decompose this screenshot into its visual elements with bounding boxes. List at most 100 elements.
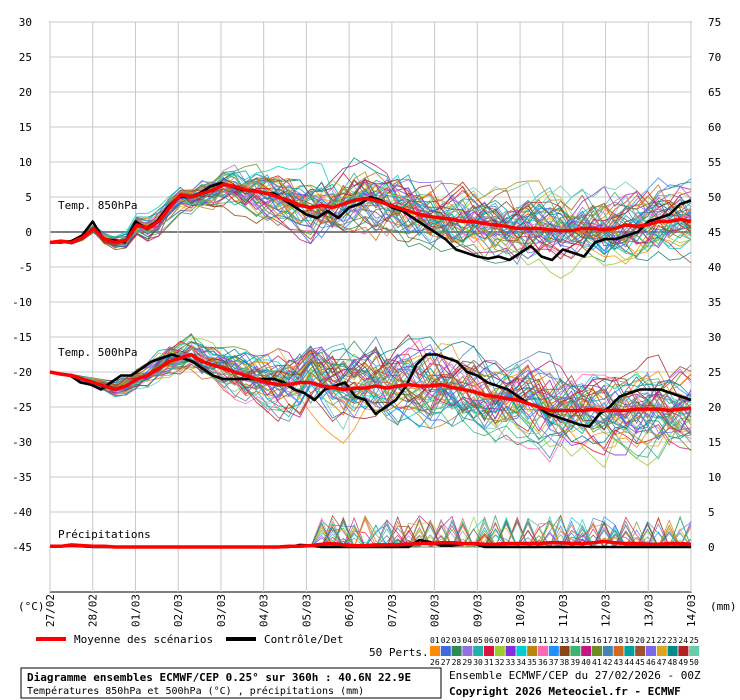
y-tick-left: 0 xyxy=(25,226,32,239)
y-tick-left: -5 xyxy=(19,261,32,274)
y-tick-left: -40 xyxy=(12,506,32,519)
member-id-06: 06 xyxy=(484,636,494,645)
y-tick-right: 55 xyxy=(708,156,721,169)
chart-axes: 302520151050-5-10-15-20-25-30-35-40-4575… xyxy=(12,16,721,627)
y-tick-right: 40 xyxy=(708,261,721,274)
y-tick-right: 35 xyxy=(708,296,721,309)
member-id-37: 37 xyxy=(549,658,559,667)
member-swatch-30 xyxy=(473,650,484,656)
member-swatch-35 xyxy=(527,650,538,656)
member-44-t850 xyxy=(49,179,692,251)
x-tick: 14/03 xyxy=(685,594,698,627)
right-unit-label: (mm) xyxy=(710,600,737,613)
member-id-13: 13 xyxy=(560,636,570,645)
footer-copyright: Copyright 2026 Meteociel.fr - ECMWF xyxy=(449,685,681,698)
member-id-41: 41 xyxy=(592,658,602,667)
member-id-10: 10 xyxy=(527,636,537,645)
member-swatch-20 xyxy=(635,646,646,652)
member-swatch-37 xyxy=(548,650,559,656)
member-swatch-08 xyxy=(505,646,516,652)
member-swatch-06 xyxy=(484,646,494,652)
member-id-05: 05 xyxy=(473,636,483,645)
member-swatch-42 xyxy=(602,650,613,656)
member-id-21: 21 xyxy=(646,636,656,645)
member-47-t500 xyxy=(49,347,692,450)
member-swatch-41 xyxy=(592,650,602,656)
member-swatch-23 xyxy=(667,646,678,652)
member-50-t500 xyxy=(49,347,692,450)
member-id-16: 16 xyxy=(592,636,602,645)
panel-label-precip: Précipitations xyxy=(58,528,151,541)
member-swatch-25 xyxy=(689,646,700,652)
x-tick: 08/03 xyxy=(429,594,442,627)
member-id-03: 03 xyxy=(452,636,462,645)
member-id-20: 20 xyxy=(635,636,645,645)
member-swatch-45 xyxy=(635,650,646,656)
member-id-33: 33 xyxy=(506,658,516,667)
member-swatch-27 xyxy=(440,650,451,656)
member-41-t500 xyxy=(49,332,692,431)
member-41-t850 xyxy=(49,163,692,260)
x-tick: 28/02 xyxy=(87,594,100,627)
member-swatch-04 xyxy=(462,646,473,652)
member-swatch-14 xyxy=(570,646,581,652)
y-tick-right: 65 xyxy=(708,86,721,99)
footer-run: Ensemble ECMWF/CEP du 27/02/2026 - 00Z xyxy=(449,669,701,682)
y-tick-left: 5 xyxy=(25,191,32,204)
member-swatch-01 xyxy=(430,646,440,652)
footer-title: Diagramme ensembles ECMWF/CEP 0.25° sur … xyxy=(27,671,411,684)
member-id-15: 15 xyxy=(581,636,591,645)
member-36-t500 xyxy=(49,338,692,440)
y-tick-left: 15 xyxy=(19,121,32,134)
member-legend: 01 02 03 04 05 06 07 08 09 10 11 12 13 14 15 16 17 18 19 20… xyxy=(430,636,700,667)
member-swatch-11 xyxy=(538,646,548,652)
member-swatch-26 xyxy=(430,650,440,656)
panel-label-t500: Temp. 500hPa xyxy=(58,346,137,359)
main-series xyxy=(49,181,692,549)
member-swatch-19 xyxy=(624,646,635,652)
x-tick: 04/03 xyxy=(258,594,271,627)
member-swatch-15 xyxy=(581,646,592,652)
footer-subtitle: Températures 850hPa et 500hPa (°C) , pré… xyxy=(27,685,364,697)
x-tick: 03/03 xyxy=(215,594,228,627)
member-swatch-44 xyxy=(624,650,635,656)
footer-box xyxy=(20,667,442,699)
y-tick-left: -25 xyxy=(12,401,32,414)
member-id-12: 12 xyxy=(549,636,559,645)
y-tick-right: 0 xyxy=(708,541,715,554)
member-id-42: 42 xyxy=(603,658,613,667)
mean-t850-line xyxy=(49,182,692,245)
y-tick-left: 30 xyxy=(19,16,32,29)
member-11-t500 xyxy=(49,358,692,463)
member-swatch-18 xyxy=(613,646,624,652)
panel-label-t850: Temp. 850hPa xyxy=(58,199,137,212)
member-id-47: 47 xyxy=(657,658,667,667)
member-id-30: 30 xyxy=(473,658,483,667)
y-tick-left: -45 xyxy=(12,541,32,554)
member-id-29: 29 xyxy=(462,658,472,667)
member-swatch-40 xyxy=(581,650,592,656)
member-swatch-29 xyxy=(462,650,473,656)
member-swatch-03 xyxy=(451,646,462,652)
y-tick-left: -30 xyxy=(12,436,32,449)
legend-perts-label: 50 Perts. xyxy=(369,646,429,659)
y-tick-right: 75 xyxy=(708,16,721,29)
x-tick: 27/02 xyxy=(44,594,57,627)
x-tick: 02/03 xyxy=(172,594,185,627)
member-id-38: 38 xyxy=(560,658,570,667)
member-id-08: 08 xyxy=(506,636,516,645)
x-tick: 10/03 xyxy=(514,594,527,627)
member-swatch-39 xyxy=(570,650,581,656)
member-id-45: 45 xyxy=(635,658,645,667)
y-tick-right: 5 xyxy=(708,506,715,519)
member-swatch-24 xyxy=(678,646,689,652)
member-id-49: 49 xyxy=(678,658,688,667)
x-tick: 12/03 xyxy=(600,594,613,627)
legend-mean-label: Moyenne des scénarios xyxy=(74,633,213,646)
member-id-44: 44 xyxy=(624,658,634,667)
member-id-04: 04 xyxy=(462,636,472,645)
mean-precip-line xyxy=(50,539,692,549)
member-id-18: 18 xyxy=(614,636,624,645)
y-tick-left: 10 xyxy=(19,156,32,169)
member-swatch-13 xyxy=(559,646,570,652)
